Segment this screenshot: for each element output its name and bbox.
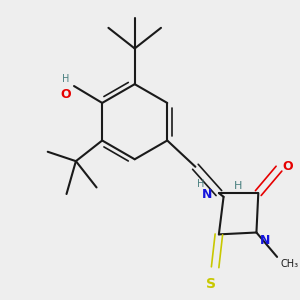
Text: O: O (61, 88, 71, 101)
Text: N: N (260, 234, 271, 248)
Text: N: N (202, 188, 212, 201)
Text: H: H (234, 181, 242, 190)
Text: CH₃: CH₃ (281, 259, 299, 269)
Text: H: H (197, 179, 205, 189)
Text: S: S (206, 277, 216, 291)
Text: H: H (62, 74, 69, 84)
Text: O: O (283, 160, 293, 173)
